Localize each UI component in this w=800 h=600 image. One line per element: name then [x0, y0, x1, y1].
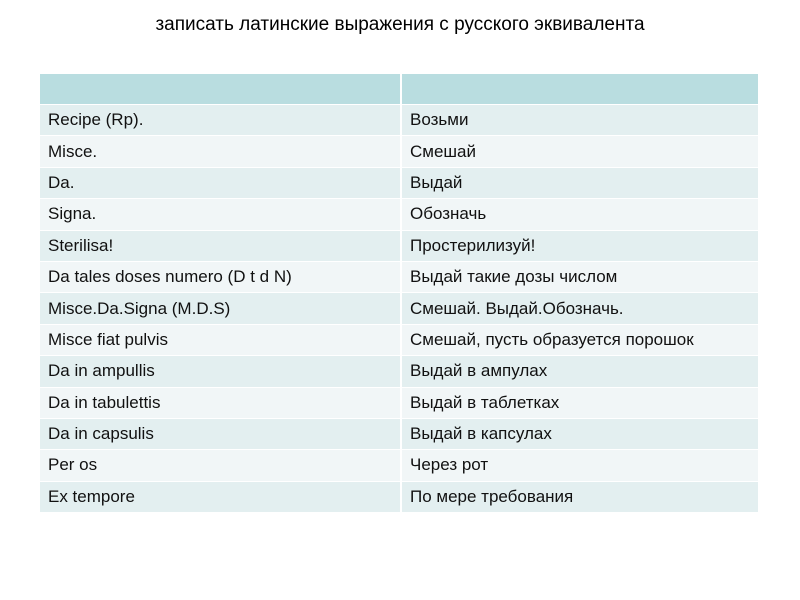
cell-latin: Per os [40, 449, 402, 482]
table-row: Misce fiat pulvis Смешай, пусть образуетс… [40, 323, 760, 357]
table-header-row [40, 73, 760, 105]
table-row: Da tales doses numero (D t d N) Выдай так… [40, 260, 760, 294]
table-row: Signa. Обозначь [40, 198, 760, 231]
cell-latin: Da tales doses numero (D t d N) [40, 260, 402, 294]
cell-russian: Выдай [401, 166, 760, 200]
table-row: Da in capsulis Выдай в капсулах [40, 417, 760, 451]
table-row: Da. Выдай [40, 166, 760, 200]
cell-russian: Выдай в капсулах [401, 417, 760, 451]
cell-latin: Da in capsulis [40, 417, 402, 451]
table-row: Da in tabulettis Выдай в таблетках [40, 386, 760, 419]
cell-russian: Смешай. Выдай.Обозначь. [401, 292, 760, 325]
table-row: Per os Через рот [40, 449, 760, 482]
cell-russian: По мере требования [401, 480, 760, 514]
cell-latin: Signa. [40, 198, 402, 231]
phrases-table: Recipe (Rp). Возьми Misce. Смешай Da. Выдай Si… [40, 73, 760, 514]
cell-russian: Смешай [401, 135, 760, 168]
cell-latin: Sterilisa! [40, 229, 402, 262]
table-row: Recipe (Rp). Возьми [40, 103, 760, 137]
cell-russian: Обозначь [401, 198, 760, 231]
cell-russian: Через рот [401, 449, 760, 482]
cell-latin: Da. [40, 166, 402, 200]
cell-russian: Возьми [401, 103, 760, 137]
cell-latin: Misce fiat pulvis [40, 323, 402, 357]
cell-latin: Misce. [40, 135, 402, 168]
cell-russian: Смешай, пусть образуется порошок [401, 323, 760, 357]
cell-latin: Ex tempore [40, 480, 402, 514]
table-row: Misce. Смешай [40, 135, 760, 168]
cell-latin: Da in ampullis [40, 355, 402, 388]
cell-russian: Простерилизуй! [401, 229, 760, 262]
table-row: Da in ampullis Выдай в ампулах [40, 355, 760, 388]
cell-russian: Выдай в таблетках [401, 386, 760, 419]
header-cell-russian [401, 73, 760, 105]
cell-latin: Misce.Da.Signa (M.D.S) [40, 292, 402, 325]
slide-title: записать латинские выражения с русского … [155, 14, 645, 35]
table-row: Ex tempore По мере требования [40, 480, 760, 514]
cell-russian: Выдай в ампулах [401, 355, 760, 388]
cell-latin: Da in tabulettis [40, 386, 402, 419]
cell-latin: Recipe (Rp). [40, 103, 402, 137]
table-row: Sterilisa! Простерилизуй! [40, 229, 760, 262]
table-row: Misce.Da.Signa (M.D.S) Смешай. Выдай.Обоз… [40, 292, 760, 325]
cell-russian: Выдай такие дозы числом [401, 260, 760, 294]
header-cell-latin [40, 73, 402, 105]
